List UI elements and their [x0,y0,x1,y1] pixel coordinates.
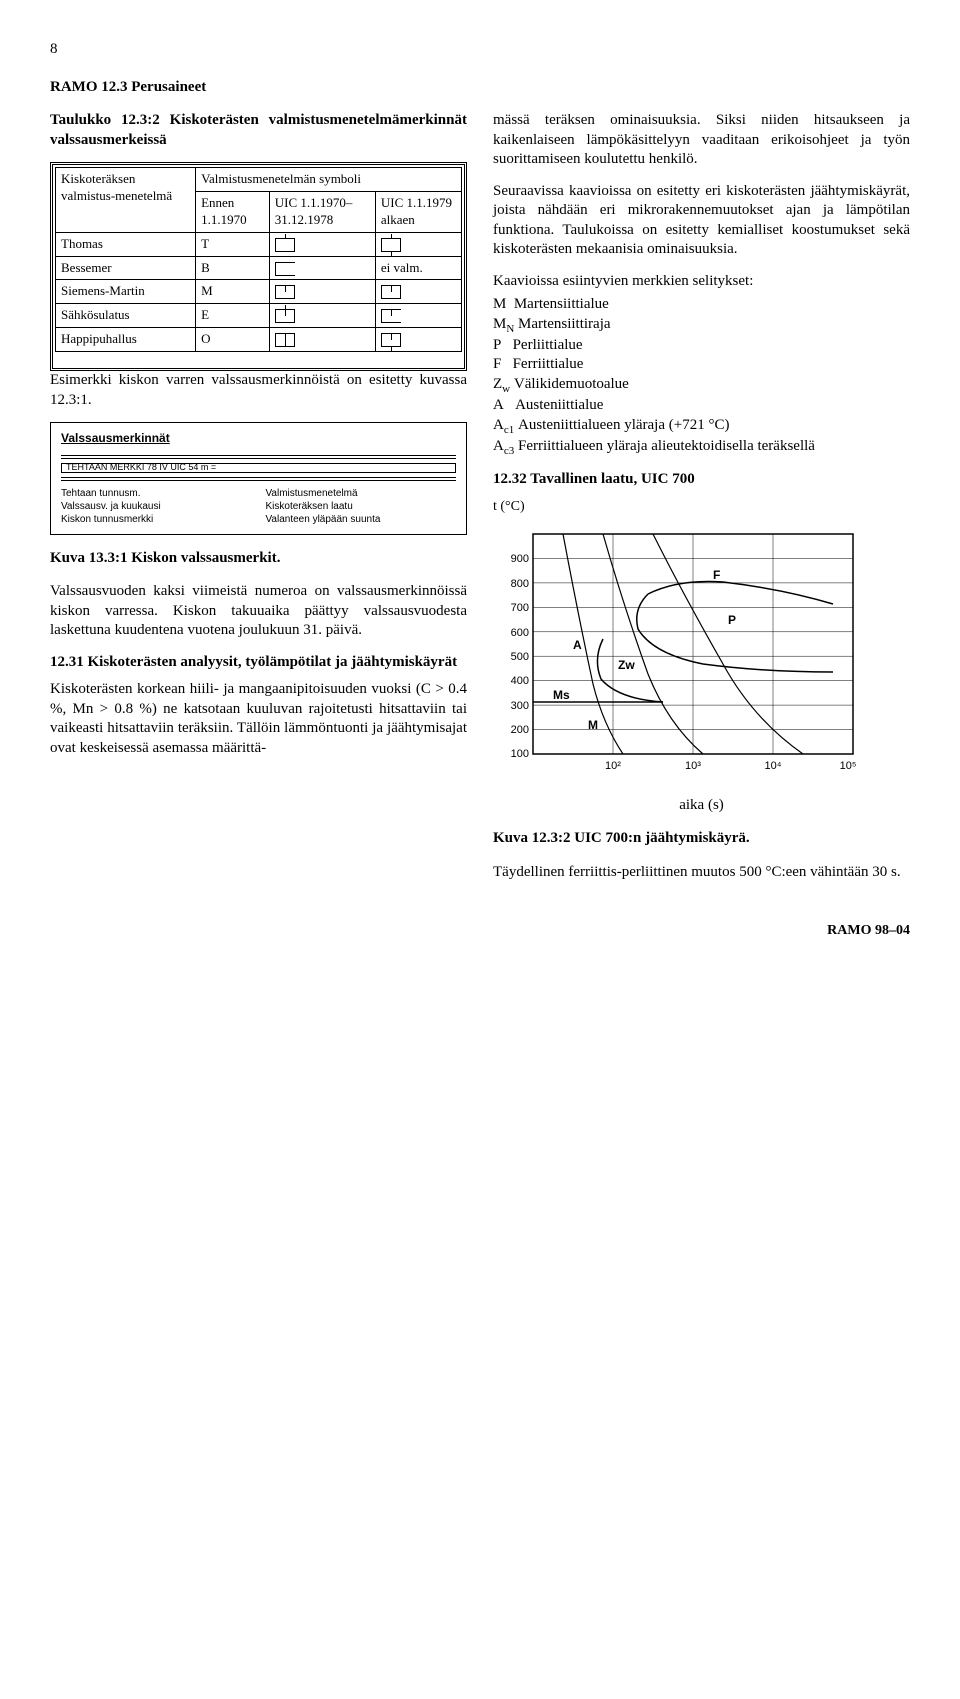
row-code: B [196,256,270,280]
section-12-31-title: 12.31 Kiskoterästen analyysit, työlämpöt… [50,653,467,673]
table-row: Bessemer B ei valm. [56,256,462,280]
row-code: M [196,280,270,304]
svg-text:Ms: Ms [553,688,570,702]
row-code: E [196,304,270,328]
svg-text:900: 900 [511,553,529,565]
svg-text:200: 200 [511,724,529,736]
legend-intro: Kaavioissa esiintyvien merkkien selityks… [493,272,910,292]
rail-line [61,455,456,459]
row-name: Thomas [56,232,196,256]
row-name: Sähkösulatus [56,304,196,328]
svg-text:500: 500 [511,651,529,663]
paragraph: Täydellinen ferriittis-perliittinen muut… [493,863,910,883]
section-header: RAMO 12.3 Perusaineet [50,78,910,98]
legend-item: M Martensiittialue [493,295,910,315]
symbol-icon [375,304,461,328]
example-paragraph: Esimerkki kiskon varren valssausmerkinnö… [50,371,467,410]
subhead-2: UIC 1.1.1970–31.12.1978 [269,191,375,232]
svg-text:A: A [573,638,582,652]
symbols-table: Kiskoteräksen valmistus-menetelmä Valmis… [55,167,462,352]
symbol-icon [269,232,375,256]
figure-1-left-labels: Tehtaan tunnusm. Valssausv. ja kuukausi … [61,487,252,526]
row-code: T [196,232,270,256]
row-note: ei valm. [375,256,461,280]
legend-item: F Ferriittialue [493,355,910,375]
row-name: Siemens-Martin [56,280,196,304]
cooling-curve-chart: 100 200 300 400 500 600 700 800 900 10² … [493,524,910,784]
legend-item: P Perliittialue [493,336,910,356]
subhead-1: Ennen 1.1.1970 [196,191,270,232]
figure-1-box: Valssausmerkinnät TEHTAAN MERKKI 78 IV U… [50,422,467,535]
legend-item: Zw Välikidemuotoalue [493,375,910,396]
svg-text:100: 100 [511,748,529,760]
paragraph: Seuraavissa kaavioissa on esitetty eri k… [493,182,910,260]
x-axis-label: aika (s) [493,796,910,816]
symbol-icon [375,328,461,352]
svg-text:F: F [713,568,720,582]
figure-2-caption: Kuva 12.3:2 UIC 700:n jäähtymiskäyrä. [493,829,910,849]
row-code: O [196,328,270,352]
figure-1-right-labels: Valmistusmenetelmä Kiskoteräksen laatu V… [266,487,457,526]
col2-header: Valmistusmenetelmän symboli [196,168,462,192]
paragraph-continuation: mässä teräksen ominaisuuksia. Siksi niid… [493,111,910,170]
svg-text:10³: 10³ [685,760,701,772]
table-row: Thomas T [56,232,462,256]
table-row: Siemens-Martin M [56,280,462,304]
svg-text:M: M [588,718,598,732]
row-name: Bessemer [56,256,196,280]
symbol-icon [269,256,375,280]
symbols-table-wrapper: Kiskoteräksen valmistus-menetelmä Valmis… [50,162,467,371]
y-axis-label: t (°C) [493,498,910,516]
legend-item: Ac1 Austeniittialueen yläraja (+721 °C) [493,416,910,437]
table-row: Sähkösulatus E [56,304,462,328]
right-column: mässä teräksen ominaisuuksia. Siksi niid… [493,111,910,894]
left-column: Taulukko 12.3:2 Kiskoterästen valmistusm… [50,111,467,894]
paragraph: Kiskoterästen korkean hiili- ja mangaani… [50,680,467,758]
symbol-icon [375,280,461,304]
svg-text:10²: 10² [605,760,621,772]
rail-marking-bar: TEHTAAN MERKKI 78 IV UIC 54 m = [61,463,456,473]
table-row: Happipuhallus O [56,328,462,352]
section-12-32-title: 12.32 Tavallinen laatu, UIC 700 [493,470,910,490]
legend-item: Ac3 Ferriittialueen yläraja alieutektoid… [493,437,910,458]
page-number: 8 [50,40,910,60]
symbol-icon [375,232,461,256]
symbol-icon [269,328,375,352]
rail-text: TEHTAAN MERKKI 78 IV UIC 54 m = [66,462,216,474]
svg-text:P: P [728,613,736,627]
subhead-3: UIC 1.1.1979 alkaen [375,191,461,232]
svg-text:700: 700 [511,602,529,614]
svg-text:10⁴: 10⁴ [765,760,782,772]
figure-1-legend: Tehtaan tunnusm. Valssausv. ja kuukausi … [61,487,456,526]
col1-header: Kiskoteräksen valmistus-menetelmä [56,168,196,233]
legend-list: M Martensiittialue MN Martensiittiraja P… [493,295,910,458]
svg-text:800: 800 [511,578,529,590]
svg-text:Zw: Zw [618,658,635,672]
figure-1-header: Valssausmerkinnät [61,431,456,447]
svg-text:300: 300 [511,700,529,712]
legend-item: A Austeniittialue [493,396,910,416]
row-name: Happipuhallus [56,328,196,352]
table-title: Taulukko 12.3:2 Kiskoterästen valmistusm… [50,111,467,150]
svg-text:600: 600 [511,627,529,639]
rail-line [61,477,456,481]
symbol-icon [269,304,375,328]
page-footer: RAMO 98–04 [50,922,910,940]
symbol-icon [269,280,375,304]
chart-svg: 100 200 300 400 500 600 700 800 900 10² … [493,524,873,784]
figure-1-caption: Kuva 13.3:1 Kiskon valssausmerkit. [50,549,467,569]
two-column-layout: Taulukko 12.3:2 Kiskoterästen valmistusm… [50,111,910,894]
paragraph: Valssausvuoden kaksi viimeistä numeroa o… [50,582,467,641]
svg-text:400: 400 [511,675,529,687]
legend-item: MN Martensiittiraja [493,315,910,336]
svg-text:10⁵: 10⁵ [840,760,857,772]
